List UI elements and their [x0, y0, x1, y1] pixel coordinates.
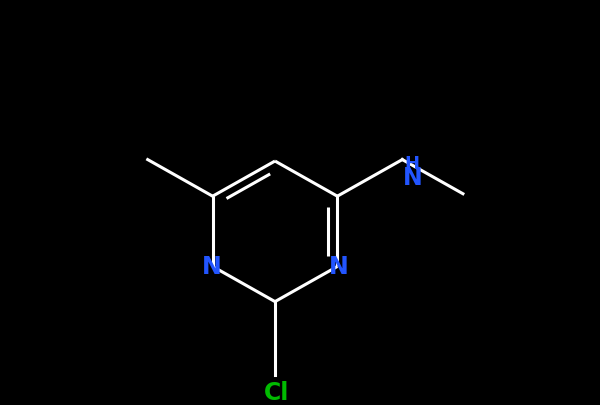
- Text: N: N: [202, 255, 221, 279]
- Text: N: N: [403, 166, 422, 190]
- Text: Cl: Cl: [265, 380, 290, 404]
- Text: H: H: [405, 154, 420, 172]
- Text: N: N: [328, 255, 348, 279]
